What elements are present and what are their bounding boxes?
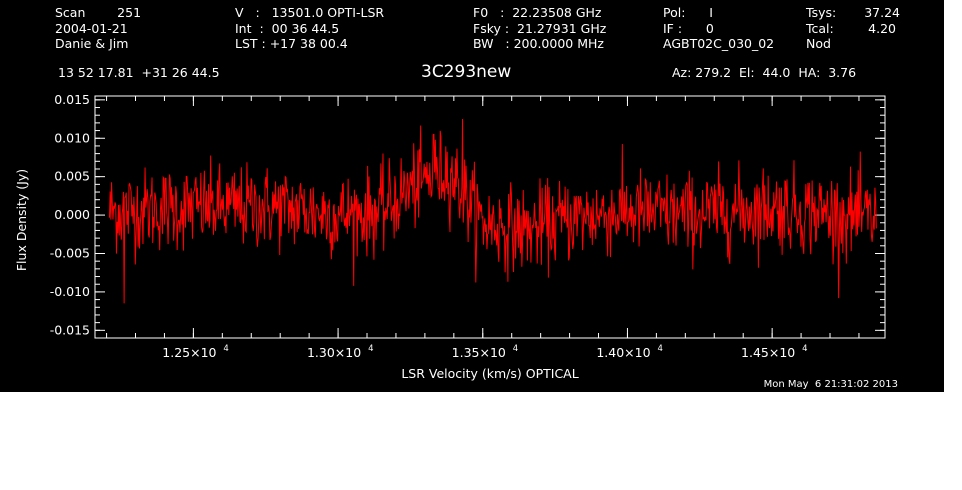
y-tick-label: 0.010 bbox=[54, 130, 90, 145]
scan-label: Scan 251 bbox=[55, 5, 142, 20]
coordinates-label: 13 52 17.81 +31 26 44.5 bbox=[58, 65, 220, 80]
footer-date: Mon May 6 21:31:02 2013 bbox=[763, 379, 898, 390]
y-tick-label: -0.005 bbox=[50, 245, 90, 260]
y-tick-label: 0.000 bbox=[54, 207, 90, 222]
y-tick-label: 0.015 bbox=[54, 92, 90, 107]
velocity-label: V : 13501.0 OPTI-LSR bbox=[235, 5, 385, 20]
pol-label: Pol: I bbox=[663, 5, 713, 20]
x-axis-label: LSR Velocity (km/s) OPTICAL bbox=[401, 366, 578, 381]
series-group bbox=[108, 119, 877, 304]
y-axis: -0.015 -0.010 -0.005 0.000 0.005 0.010 0.015 bbox=[50, 92, 885, 339]
plot-frame bbox=[94, 95, 886, 339]
x-tick-exponent: 4 bbox=[657, 344, 662, 354]
f0-label: F0 : 22.23508 GHz bbox=[473, 5, 602, 20]
x-tick-label: 1.45×10 bbox=[741, 345, 795, 360]
source-title: 3C293new bbox=[421, 62, 512, 82]
project-label: AGBT02C_030_02 bbox=[663, 36, 775, 51]
spectrum-line bbox=[108, 119, 877, 304]
x-tick-label: 1.40×10 bbox=[596, 345, 650, 360]
date-label: 2004-01-21 bbox=[55, 21, 128, 36]
x-tick-exponent: 4 bbox=[513, 344, 518, 354]
x-tick-label: 1.35×10 bbox=[452, 345, 506, 360]
nod-label: Nod bbox=[806, 36, 831, 51]
tsys-label: Tsys: bbox=[806, 5, 837, 20]
x-tick-label: 1.30×10 bbox=[307, 345, 361, 360]
lst-label: LST : +17 38 00.4 bbox=[235, 36, 348, 51]
observer-label: Danie & Jim bbox=[55, 36, 129, 51]
fsky-label: Fsky : 21.27931 GHz bbox=[473, 21, 607, 36]
az-el-ha-label: Az: 279.2 El: 44.0 HA: 3.76 bbox=[672, 65, 857, 80]
y-axis-label: Flux Density (Jy) bbox=[14, 169, 29, 271]
chart-panel: Scan 251 2004-01-21 Danie & Jim V : 1350… bbox=[0, 0, 944, 392]
bandwidth-label: BW : 200.0000 MHz bbox=[473, 36, 604, 51]
x-tick-label: 1.25×10 bbox=[162, 345, 216, 360]
tcal-value: 4.20 bbox=[868, 21, 896, 36]
x-tick-exponent: 4 bbox=[802, 344, 807, 354]
x-tick-exponent: 4 bbox=[223, 344, 228, 354]
x-tick-exponent: 4 bbox=[368, 344, 373, 354]
spectrum-plot: -0.015 -0.010 -0.005 0.000 0.005 0.010 0.015 1… bbox=[14, 92, 886, 381]
x-axis: 1.25×10 4 1.30×10 4 1.35×10 4 1.40×10 4 1.45×10 4 bbox=[106, 96, 860, 360]
y-tick-label: -0.010 bbox=[50, 284, 90, 299]
tsys-value: 37.24 bbox=[864, 5, 900, 20]
y-tick-label: -0.015 bbox=[50, 322, 90, 337]
integration-label: Int : 00 36 44.5 bbox=[235, 21, 340, 36]
y-tick-label: 0.005 bbox=[54, 169, 90, 184]
if-label: IF : 0 bbox=[663, 21, 714, 36]
tcal-label: Tcal: bbox=[806, 21, 834, 36]
